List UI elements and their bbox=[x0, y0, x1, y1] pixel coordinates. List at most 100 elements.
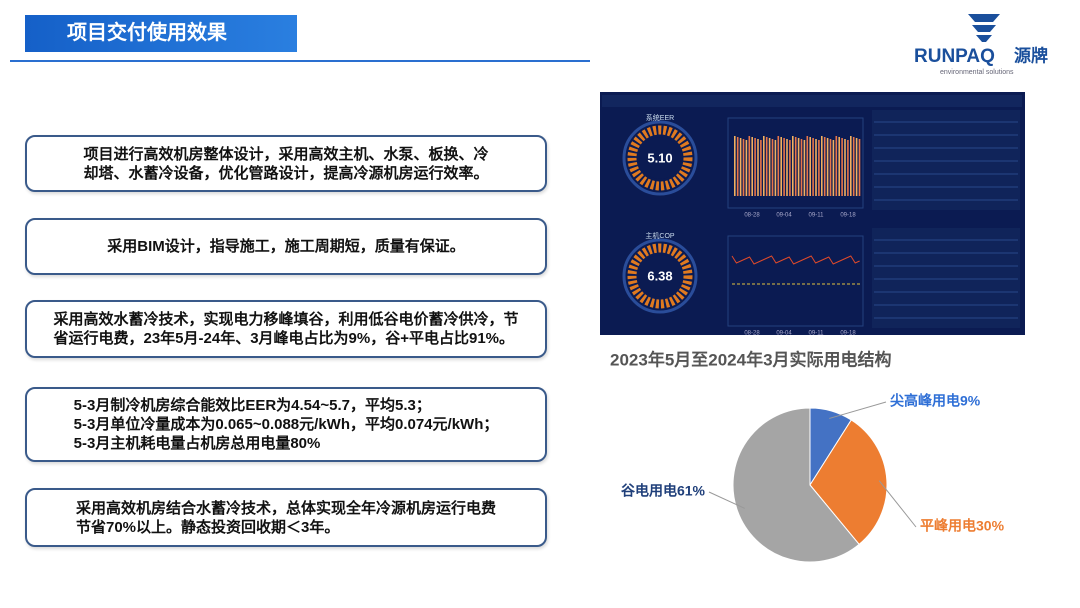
decor-bar bbox=[754, 138, 756, 196]
logo: RUNPAQ 源牌 environmental solutions bbox=[914, 14, 1048, 76]
chart-x-label: 08-28 bbox=[744, 213, 760, 219]
text-box: 采用高效机房结合水蓄冷技术，总体实现全年冷源机房运行电费 节省70%以上。静态投资… bbox=[25, 488, 547, 547]
text-box-body: 5-3月制冷机房综合能效比EER为4.54~5.7，平均5.3； 5-3月单位冷量… bbox=[74, 396, 499, 453]
gauge-label: 主机COP bbox=[645, 231, 674, 240]
decor-bar bbox=[844, 139, 846, 196]
logo-brand: RUNPAQ bbox=[914, 46, 995, 67]
gauge-arc bbox=[627, 125, 693, 191]
gauge-label: 系统EER bbox=[646, 113, 674, 122]
decor-bar bbox=[792, 136, 794, 196]
decor-bar bbox=[771, 139, 774, 196]
leader-line bbox=[829, 401, 887, 419]
decor-bar bbox=[847, 140, 849, 196]
text-line: 省运行电费，23年5月-24年、3月峰电占比为9%，谷+平电占比91%。 bbox=[53, 330, 514, 347]
decor-bar bbox=[838, 137, 840, 196]
gauge-ring bbox=[622, 120, 698, 196]
decor-bar bbox=[823, 137, 826, 196]
pie-slice bbox=[732, 407, 860, 563]
logo-brand-cn: 源牌 bbox=[1014, 45, 1048, 65]
logo-tagline: environmental solutions bbox=[940, 69, 1014, 76]
decor-bar bbox=[751, 137, 753, 196]
decor-bar bbox=[797, 138, 800, 196]
pie-slice bbox=[809, 419, 888, 546]
text-line: 项目进行高效机房整体设计，采用高效主机、水泵、板换、冷 bbox=[83, 145, 489, 163]
decor-bar bbox=[826, 138, 829, 196]
slice-label: 平峰用电30% bbox=[920, 518, 1005, 534]
gauge-ring bbox=[622, 238, 698, 314]
decor-bar bbox=[780, 137, 782, 196]
decor-bar bbox=[835, 136, 838, 196]
decor-bar bbox=[794, 137, 797, 196]
dashboard-toolbar bbox=[602, 95, 1022, 107]
decor-bar bbox=[806, 136, 809, 196]
decor-bar bbox=[812, 138, 814, 196]
chart-x-label: 09-04 bbox=[776, 213, 792, 219]
decor-bar bbox=[803, 140, 806, 196]
decor-bar bbox=[858, 139, 861, 196]
text-line: 5-3月单位冷量成本为0.065~0.088元/kWh，平均0.074元/kWh… bbox=[73, 416, 499, 433]
decor-bar bbox=[809, 137, 811, 196]
chart-x-label: 09-04 bbox=[776, 331, 792, 337]
decor-bar bbox=[786, 139, 788, 196]
slice-label: 谷电用电61% bbox=[621, 483, 706, 499]
text-line: 采用高效机房结合水蓄冷技术，总体实现全年冷源机房运行电费 bbox=[75, 499, 496, 517]
gauge-center bbox=[639, 255, 681, 297]
decor-bar bbox=[757, 139, 759, 196]
text-box-body: 项目进行高效机房整体设计，采用高效主机、水泵、板换、冷 却塔、水蓄冷设备，优化管路… bbox=[83, 145, 488, 183]
decor-bar bbox=[774, 140, 777, 196]
decor-bar bbox=[815, 139, 817, 196]
text-box-body: 采用高效水蓄冷技术，实现电力移峰填谷，利用低谷电价蓄冷供冷，节 省运行电费，23年… bbox=[53, 310, 518, 348]
chart-x-label: 09-18 bbox=[840, 213, 856, 219]
decor-bar bbox=[800, 139, 803, 196]
chart-x-label: 09-11 bbox=[809, 331, 825, 337]
leader-line bbox=[878, 480, 917, 528]
table-panel bbox=[872, 228, 1020, 328]
slice-label: 尖高峰用电9% bbox=[890, 393, 981, 409]
decor-bar bbox=[765, 137, 768, 196]
text-box: 采用BIM设计，指导施工，施工周期短，质量有保证。 bbox=[25, 218, 547, 275]
text-box-body: 采用BIM设计，指导施工，施工周期短，质量有保证。 bbox=[107, 237, 465, 256]
gauge-center bbox=[639, 137, 681, 179]
decor-bar bbox=[736, 137, 739, 196]
text-line: 5-3月制冷机房综合能效比EER为4.54~5.7，平均5.3； bbox=[73, 397, 431, 414]
decor-bar bbox=[829, 139, 832, 196]
decor-bar bbox=[742, 139, 745, 196]
decor-bar bbox=[768, 138, 771, 196]
decor-bar bbox=[832, 140, 835, 196]
text-line: 却塔、水蓄冷设备，优化管路设计，提高冷源机房运行效率。 bbox=[83, 164, 489, 182]
decor-bar bbox=[739, 138, 742, 196]
decor-bar bbox=[850, 136, 852, 196]
text-box: 5-3月制冷机房综合能效比EER为4.54~5.7，平均5.3； 5-3月单位冷量… bbox=[25, 387, 547, 462]
chart-panel bbox=[727, 117, 864, 209]
text-line: 采用BIM设计，指导施工，施工周期短，质量有保证。 bbox=[107, 238, 465, 255]
decor-line bbox=[731, 255, 860, 265]
logo-icon bbox=[968, 14, 1000, 42]
decor-bar bbox=[841, 138, 843, 196]
table-panel bbox=[872, 110, 1020, 210]
chart-title: 2023年5月至2024年3月实际用电结构 bbox=[610, 349, 892, 369]
decor-bar bbox=[777, 136, 780, 196]
slide-title: 项目交付使用效果 bbox=[25, 15, 297, 52]
text-box: 采用高效水蓄冷技术，实现电力移峰填谷，利用低谷电价蓄冷供冷，节 省运行电费，23年… bbox=[25, 300, 547, 358]
chart-x-label: 09-18 bbox=[840, 331, 856, 337]
chart-x-label: 08-28 bbox=[744, 331, 760, 337]
gauge-arc bbox=[627, 243, 693, 309]
leader-line bbox=[708, 491, 746, 509]
decor-bar bbox=[760, 140, 762, 196]
title-rule bbox=[10, 60, 590, 62]
decor-bar bbox=[789, 140, 791, 196]
text-line: 节省70%以上。静态投资回收期＜3年。 bbox=[75, 518, 340, 536]
text-box-body: 采用高效机房结合水蓄冷技术，总体实现全年冷源机房运行电费 节省70%以上。静态投资… bbox=[76, 499, 496, 537]
decor-bar bbox=[783, 138, 785, 196]
text-line: 采用高效水蓄冷技术，实现电力移峰填谷，利用低谷电价蓄冷供冷，节 bbox=[53, 311, 519, 328]
dashboard-content: 系统EER 5.10 08-28 09-04 09-11 09-18 主机COP 6.38 08… bbox=[602, 95, 1022, 337]
decor-bar bbox=[855, 138, 858, 196]
text-line: 5-3月主机耗电量占机房总用电量80% bbox=[73, 435, 321, 452]
decor-bar bbox=[745, 140, 748, 196]
decor-bar bbox=[748, 136, 751, 196]
pie-chart: 尖高峰用电9% 平峰用电30% 谷电用电61% bbox=[621, 393, 1005, 563]
gauge-value: 5.10 bbox=[647, 150, 672, 165]
chart-panel bbox=[727, 235, 864, 327]
